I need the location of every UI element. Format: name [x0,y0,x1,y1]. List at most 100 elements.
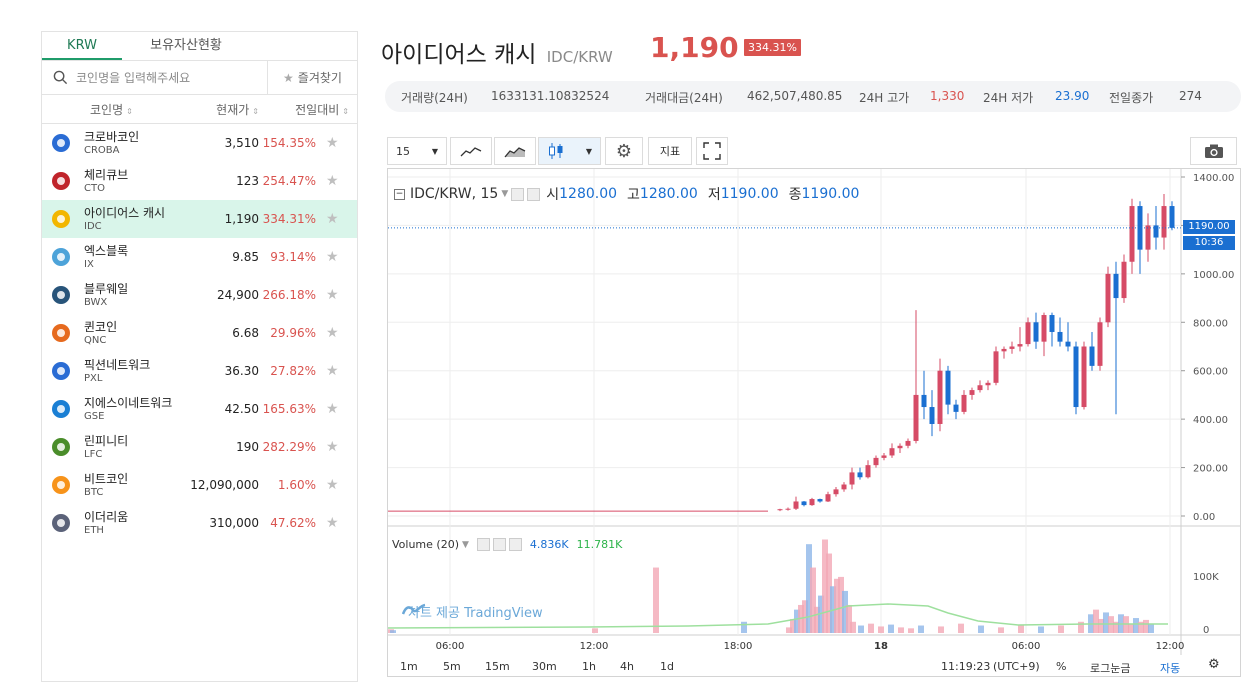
time-tick-label: 18:00 [724,641,753,652]
coin-row[interactable]: 블루웨일 BWX 24,900 266.18% ★ [42,276,357,314]
close-icon[interactable] [508,538,522,551]
fullscreen-button[interactable] [696,137,728,165]
coin-change: 29.96% [270,326,316,340]
volume-bar [842,590,848,633]
prev-close-label: 전일종가 [1109,91,1154,105]
candle-chart-button[interactable]: ▼ [538,137,601,165]
collapse-icon[interactable]: − [394,188,405,200]
coin-row[interactable]: 퀸코인 QNC 6.68 29.96% ★ [42,314,357,352]
star-icon[interactable]: ★ [326,211,339,227]
coin-list: 크로바코인 CROBA 3,510 154.35% ★ 체리큐브 CTO 123… [42,124,357,542]
candle-body [1145,225,1151,250]
volume-bar [814,606,820,633]
candle-body [785,508,791,510]
candle-body [841,484,847,490]
coin-symbol: PXL [84,372,103,384]
candle-body [1065,341,1071,347]
candle-body [993,351,999,383]
chart-canvas[interactable]: 1400.001200.001000.00800.00600.00400.002… [387,168,1241,677]
volume-value-2: 11.781K [576,538,623,551]
price-chart: 1400.001200.001000.00800.00600.00400.002… [388,169,1240,655]
volume-bar [653,567,659,633]
star-icon[interactable]: ★ [326,135,339,151]
star-icon[interactable]: ★ [326,363,339,379]
tab-krw[interactable]: KRW [42,32,122,60]
sort-by-name[interactable]: 코인명 ⇕ [90,102,133,117]
favorites-button[interactable]: ★ 즐겨찾기 [267,61,357,94]
candle-body [1017,344,1023,347]
range-30m[interactable]: 30m [532,660,557,673]
range-15m[interactable]: 15m [485,660,510,673]
close-value: 1190.00 [801,186,860,202]
visibility-icon[interactable] [476,538,490,551]
sort-icon: ⇕ [252,106,259,116]
timezone-button[interactable]: (UTC+9) [993,660,1040,673]
coin-row[interactable]: 지에스이네트워크 GSE 42.50 165.63% ★ [42,390,357,428]
volume-bar [592,628,598,633]
star-icon[interactable]: ★ [326,249,339,265]
range-1m[interactable]: 1m [400,660,418,673]
settings-button[interactable]: ⚙ [605,137,643,165]
line-chart-button[interactable] [450,137,492,165]
price-tick-label: 0.00 [1193,512,1215,523]
sort-by-change[interactable]: 전일대비 ⇕ [295,102,349,117]
coin-change: 254.47% [262,174,316,188]
range-5m[interactable]: 5m [443,660,461,673]
tradingview-watermark[interactable]: 차트 제공 TradingView [402,602,543,621]
star-icon[interactable]: ★ [326,287,339,303]
auto-scale-button[interactable]: 자동 [1160,662,1181,675]
log-scale-button[interactable]: 로그눈금 [1090,662,1131,675]
gse-icon [51,399,71,419]
coin-row[interactable]: 픽션네트워크 PXL 36.30 27.82% ★ [42,352,357,390]
coin-price: 123 [236,174,259,188]
coin-price: 12,090,000 [190,478,259,492]
candle-body [793,501,799,509]
coin-row[interactable]: 체리큐브 CTO 123 254.47% ★ [42,162,357,200]
coin-row[interactable]: 린피니티 LFC 190 282.29% ★ [42,428,357,466]
search-input[interactable] [76,70,256,85]
last-price-tag: 1190.00 [1183,220,1235,234]
candle-body [1105,273,1111,323]
linfinity-icon [51,437,71,457]
star-icon[interactable]: ★ [326,325,339,341]
star-icon[interactable]: ★ [326,515,339,531]
candle-body [809,499,815,506]
visibility-icon[interactable] [511,187,525,201]
coin-price: 6.68 [232,326,259,340]
range-1h[interactable]: 1h [582,660,596,673]
star-icon[interactable]: ★ [326,401,339,417]
candle-body [849,472,855,485]
star-icon[interactable]: ★ [326,477,339,493]
star-icon[interactable]: ★ [326,439,339,455]
star-icon[interactable]: ★ [326,173,339,189]
coin-row[interactable]: 아이디어스 캐시 IDC 1,190 334.31% ★ [42,200,357,238]
range-4h[interactable]: 4h [620,660,634,673]
search-row: ★ 즐겨찾기 [42,61,357,95]
amount-label: 거래대금(24H) [645,91,723,105]
coin-name: 체리큐브 [84,167,129,182]
sort-by-price[interactable]: 현재가 ⇕ [216,102,259,117]
indicators-button[interactable]: 지표 [648,137,692,165]
gear-icon[interactable]: ⚙ [1208,657,1220,672]
coin-row[interactable]: 비트코인 BTC 12,090,000 1.60% ★ [42,466,357,504]
interval-select[interactable]: 15 ▼ [387,137,447,165]
range-1d[interactable]: 1d [660,660,674,673]
tradingview-logo-icon [402,603,426,615]
candle-body [1097,322,1103,366]
percent-scale-button[interactable]: % [1056,660,1067,673]
market-stats-bar: 거래량(24H) 1633131.10832524 거래대금(24H) 462,… [385,81,1241,112]
area-chart-button[interactable] [494,137,536,165]
coin-row[interactable]: 이더리움 ETH 310,000 47.62% ★ [42,504,357,542]
tab-holdings[interactable]: 보유자산현황 [150,38,222,53]
candle-body [1161,206,1167,238]
area-chart-icon [504,147,526,158]
settings-icon[interactable] [492,538,506,551]
low-value: 1190.00 [720,186,779,202]
snapshot-button[interactable] [1190,137,1237,165]
price-tick-label: 200.00 [1193,464,1228,475]
settings-icon[interactable] [527,187,541,201]
high-value: 1,330 [930,89,965,103]
volume-bar [908,628,914,633]
coin-row[interactable]: 크로바코인 CROBA 3,510 154.35% ★ [42,124,357,162]
coin-row[interactable]: 엑스블록 IX 9.85 93.14% ★ [42,238,357,276]
